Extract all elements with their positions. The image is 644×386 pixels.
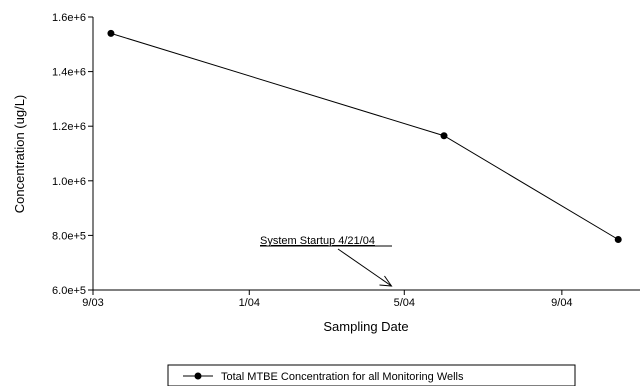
data-point (107, 29, 115, 37)
y-axis-title: Concentration (ug/L) (12, 95, 27, 214)
series-line (110, 32, 619, 240)
y-tick-label: 6.0e+5 (52, 285, 86, 297)
y-tick-label: 1.2e+6 (52, 121, 86, 133)
annotation: System Startup 4/21/04 (260, 235, 393, 287)
y-tick-label: 1.4e+6 (52, 67, 86, 79)
x-tick-label: 9/04 (551, 297, 572, 309)
series-mtbe (107, 29, 622, 243)
annotation-arrow (337, 248, 392, 287)
x-ticks: 9/03 1/04 5/04 9/04 (82, 290, 573, 309)
y-ticks: 6.0e+5 8.0e+5 1.0e+6 1.2e+6 1.4e+6 1.6e+6 (52, 12, 93, 297)
y-tick-label: 8.0e+5 (52, 230, 86, 242)
y-tick-label: 1.0e+6 (52, 176, 86, 188)
legend: Total MTBE Concentration for all Monitor… (167, 364, 576, 386)
legend-label: Total MTBE Concentration for all Monitor… (221, 371, 464, 383)
data-point (614, 235, 622, 243)
data-point (440, 132, 448, 140)
annotation-arrowhead (379, 275, 393, 287)
y-tick-label: 1.6e+6 (52, 12, 86, 24)
x-tick-label: 9/03 (82, 297, 103, 309)
axes (92, 17, 640, 291)
annotation-text: System Startup 4/21/04 (260, 235, 375, 247)
legend-box (167, 364, 576, 386)
x-axis-title: Sampling Date (323, 319, 408, 334)
x-tick-label: 5/04 (394, 297, 415, 309)
x-tick-label: 1/04 (239, 297, 260, 309)
legend-marker (194, 372, 202, 380)
